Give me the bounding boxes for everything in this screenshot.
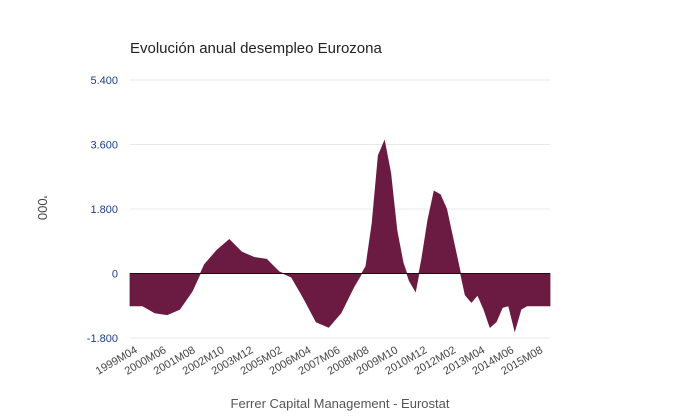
y-tick-label: 3.600	[90, 140, 118, 152]
chart-title: Evolución anual desempleo Eurozona	[130, 40, 382, 57]
y-tick-label: -1.800	[87, 333, 118, 345]
series-area	[129, 139, 551, 333]
y-axis-ticks: -1.800 0 1.800 3.600 5.400	[87, 75, 118, 345]
grid-layer	[130, 79, 550, 339]
x-axis-ticks: 1999M042000M062001M082002M102003M122005M…	[94, 344, 545, 377]
y-axis-label: '000	[35, 196, 50, 220]
y-tick-label: 5.400	[90, 75, 118, 87]
y-tick-label: 0	[112, 269, 118, 281]
x-axis-label: Ferrer Capital Management - Eurostat	[231, 396, 450, 411]
y-tick-label: 1.800	[90, 204, 118, 216]
area-layer	[129, 139, 551, 333]
